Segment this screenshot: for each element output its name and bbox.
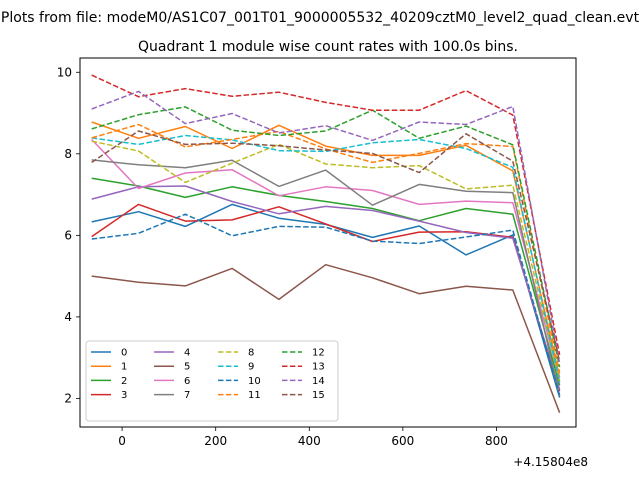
series-line-6 [91,138,561,380]
x-axis: 0 200 400 600 800 [118,427,508,448]
series-line-12 [91,106,561,368]
legend-label-10: 10 [248,376,261,387]
legend-label-13: 13 [312,362,325,373]
legend-box [85,340,339,422]
x-tick-label: 800 [485,434,508,448]
series-line-2 [91,177,561,386]
legend-label-15: 15 [312,390,325,401]
chart-title: Quadrant 1 module wise count rates with … [138,39,518,55]
y-tick-label: 10 [57,65,72,79]
plot-area [79,57,577,428]
legend-label-5: 5 [184,362,190,373]
series-line-1 [91,121,561,378]
x-tick-label: 400 [298,434,321,448]
x-axis-offset-label: +4.15804e8 [513,455,588,469]
series-line-14 [91,90,561,364]
legend-label-0: 0 [121,348,127,359]
legend-label-14: 14 [312,376,325,387]
x-tick-label: 200 [204,434,227,448]
y-tick-label: 4 [64,310,72,324]
legend-label-11: 11 [248,390,261,401]
series-layer [91,74,561,413]
series-line-4 [91,185,561,390]
series-line-5 [91,263,561,413]
series-line-15 [91,130,561,362]
legend-label-6: 6 [184,376,190,387]
series-line-9 [91,134,561,383]
series-line-7 [91,159,561,397]
figure-suptitle: Plots from file: modeM0/AS1C07_001T01_90… [1,10,640,26]
axes-frame [79,57,577,428]
x-tick-label: 0 [118,434,126,448]
legend-label-2: 2 [121,376,127,387]
legend-label-8: 8 [248,348,254,359]
y-tick-label: 8 [64,147,72,161]
legend-label-12: 12 [312,348,325,359]
legend-label-9: 9 [248,362,254,373]
y-tick-label: 6 [64,228,72,242]
series-line-10 [91,213,561,396]
legend-label-1: 1 [121,362,127,373]
x-tick-label: 600 [391,434,414,448]
y-axis: 2 4 6 8 10 [57,65,80,405]
legend-label-3: 3 [121,390,127,401]
y-tick-label: 2 [64,391,72,405]
series-line-13 [91,74,561,355]
series-line-3 [91,203,561,392]
series-line-8 [91,140,561,382]
legend-label-7: 7 [184,390,190,401]
legend-label-4: 4 [184,348,190,359]
